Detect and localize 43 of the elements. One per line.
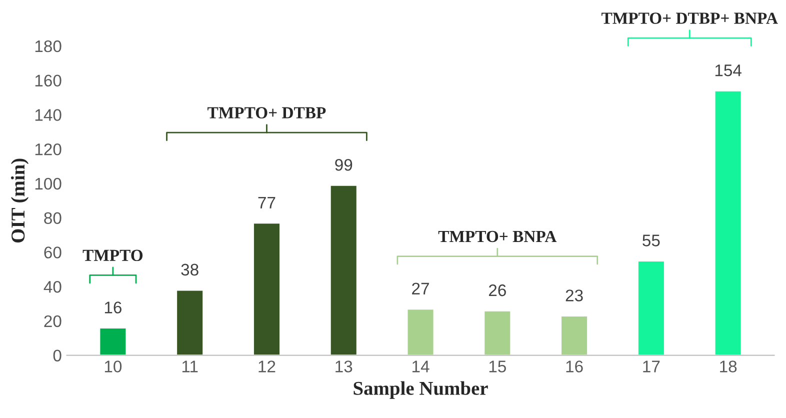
y-tick-label: 40 [44, 280, 62, 293]
y-tick-label: 0 [53, 350, 62, 362]
data-label: 77 [258, 196, 276, 208]
x-tick-label: 15 [489, 360, 506, 372]
y-tick-label: 20 [44, 315, 62, 328]
data-label: 38 [181, 264, 198, 276]
y-axis-title: OIT (min) [10, 158, 29, 242]
y-tick-label: 100 [35, 178, 62, 190]
bar [560, 315, 588, 356]
annotation: TMPTO+ BNPA [438, 230, 557, 242]
x-tick-label: 17 [643, 360, 660, 372]
y-tick-label: 80 [44, 212, 62, 224]
bar [329, 184, 358, 356]
bar [176, 289, 204, 356]
x-tick-label: 11 [182, 360, 198, 372]
data-label: 99 [335, 158, 352, 171]
data-label: 16 [104, 302, 122, 314]
y-tick-label: 140 [35, 109, 62, 121]
data-label: 55 [642, 234, 660, 246]
x-tick-label: 13 [336, 360, 352, 372]
x-tick-label: 12 [258, 360, 276, 372]
y-tick-label: 180 [35, 40, 62, 52]
y-tick-label: 60 [44, 246, 62, 258]
x-tick-label: 18 [720, 360, 737, 372]
data-label: 27 [412, 282, 429, 294]
annotation: TMPTO [82, 250, 143, 262]
data-label: 23 [566, 290, 583, 302]
data-label: 154 [715, 64, 742, 76]
bar [714, 90, 742, 356]
x-tick-label: 10 [104, 360, 122, 372]
bar [483, 310, 512, 356]
x-tick-label: 14 [412, 360, 430, 372]
y-tick-label: 120 [35, 143, 62, 156]
bar [252, 222, 281, 356]
bar [406, 308, 435, 356]
x-axis-title: Sample Number [354, 381, 488, 399]
annotation: TMPTO+ DTBP [208, 107, 326, 118]
y-tick-label: 160 [35, 74, 62, 87]
text: TMPTO+ DTBP+ BNPA [602, 12, 778, 24]
bar [637, 260, 666, 356]
data-label: 26 [488, 284, 506, 296]
x-tick-label: 16 [566, 360, 583, 372]
bar [98, 327, 128, 356]
